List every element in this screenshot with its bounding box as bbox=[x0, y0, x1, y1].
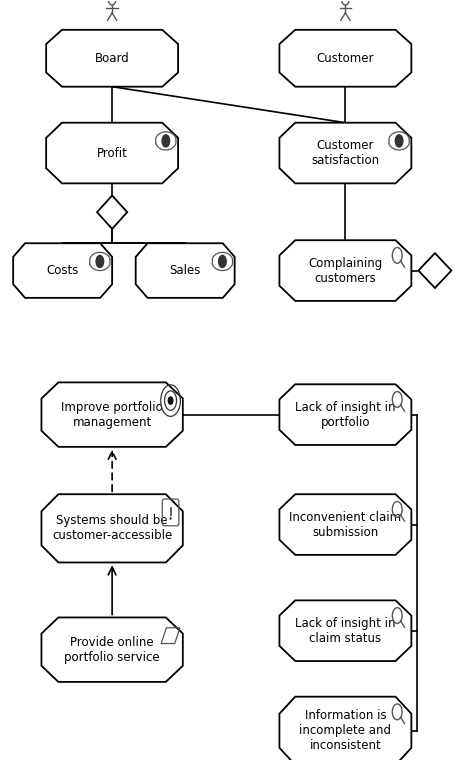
Polygon shape bbox=[46, 123, 178, 183]
Polygon shape bbox=[46, 30, 178, 87]
Polygon shape bbox=[136, 244, 235, 298]
Text: Systems should be
customer-accessible: Systems should be customer-accessible bbox=[52, 514, 172, 543]
Polygon shape bbox=[41, 494, 183, 562]
Circle shape bbox=[168, 397, 173, 404]
Polygon shape bbox=[279, 494, 411, 555]
Polygon shape bbox=[41, 617, 183, 682]
Polygon shape bbox=[419, 253, 451, 288]
Circle shape bbox=[170, 517, 172, 520]
Text: Inconvenient claim
submission: Inconvenient claim submission bbox=[289, 511, 401, 539]
Polygon shape bbox=[279, 696, 411, 761]
Text: Customer: Customer bbox=[317, 52, 374, 65]
Polygon shape bbox=[279, 240, 411, 301]
Text: Costs: Costs bbox=[46, 264, 79, 277]
Text: Complaining
customers: Complaining customers bbox=[308, 256, 383, 285]
Polygon shape bbox=[41, 382, 183, 447]
Circle shape bbox=[395, 135, 403, 147]
Polygon shape bbox=[279, 30, 411, 87]
Text: Lack of insight in
claim status: Lack of insight in claim status bbox=[295, 616, 396, 645]
Text: Lack of insight in
portfolio: Lack of insight in portfolio bbox=[295, 400, 396, 428]
Polygon shape bbox=[97, 196, 127, 229]
Text: Profit: Profit bbox=[97, 147, 128, 160]
Text: Information is
incomplete and
inconsistent: Information is incomplete and inconsiste… bbox=[300, 709, 392, 753]
Polygon shape bbox=[279, 600, 411, 661]
Text: Sales: Sales bbox=[170, 264, 201, 277]
Circle shape bbox=[162, 135, 170, 147]
Text: Improve portfolio
management: Improve portfolio management bbox=[61, 400, 163, 428]
Polygon shape bbox=[13, 244, 112, 298]
Polygon shape bbox=[279, 123, 411, 183]
Text: Board: Board bbox=[95, 52, 129, 65]
Polygon shape bbox=[279, 384, 411, 445]
Circle shape bbox=[96, 256, 104, 268]
Circle shape bbox=[219, 256, 226, 268]
Text: Provide online
portfolio service: Provide online portfolio service bbox=[64, 635, 160, 664]
Text: Customer
satisfaction: Customer satisfaction bbox=[311, 139, 380, 167]
